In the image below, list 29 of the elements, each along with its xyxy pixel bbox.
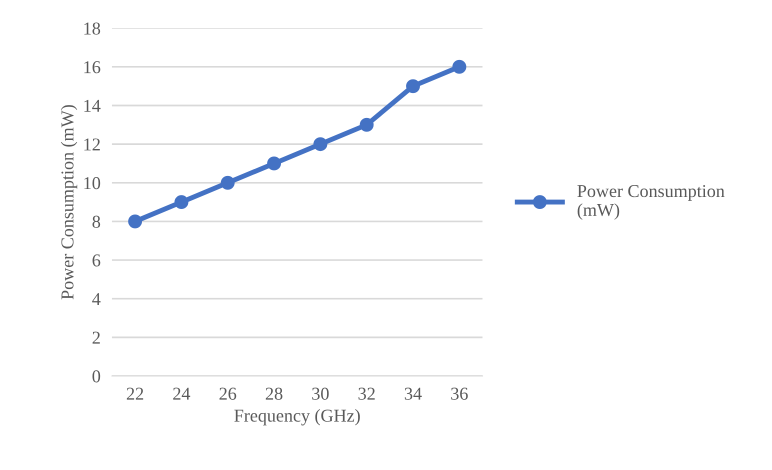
x-tick-label: 32 <box>358 388 375 400</box>
point <box>174 195 188 210</box>
x-tick-label: 26 <box>220 388 236 400</box>
y-tick-label: 16 <box>84 61 100 74</box>
y-tick-label: 12 <box>84 138 100 150</box>
y-tick-label: 2 <box>92 332 100 344</box>
x-tick-label: 36 <box>451 388 468 400</box>
legend-label: Power Consumption (mW) <box>577 185 725 220</box>
x-tick-label: 28 <box>266 388 282 400</box>
point <box>128 214 142 228</box>
x-axis-title: Frequency (GHz) <box>234 409 360 426</box>
point <box>220 176 235 190</box>
y-tick-label: 14 <box>84 100 101 112</box>
point <box>406 79 420 94</box>
y-tick-label: 8 <box>92 216 100 228</box>
y-tick-label: 4 <box>92 293 101 305</box>
y-tick-label: 0 <box>92 370 100 382</box>
point <box>360 118 374 132</box>
point <box>267 156 282 170</box>
y-tick-label: 10 <box>84 177 100 190</box>
point <box>452 60 466 74</box>
x-tick-label: 24 <box>173 388 190 400</box>
point <box>313 137 328 152</box>
y-tick-label: 18 <box>84 22 100 35</box>
y-tick-label: 6 <box>92 254 100 267</box>
y-axis-title: Power Consumption (mW) <box>60 105 78 300</box>
x-tick-label: 22 <box>126 388 144 400</box>
x-tick-label: 30 <box>312 388 329 400</box>
x-tick-label: 34 <box>404 388 422 400</box>
